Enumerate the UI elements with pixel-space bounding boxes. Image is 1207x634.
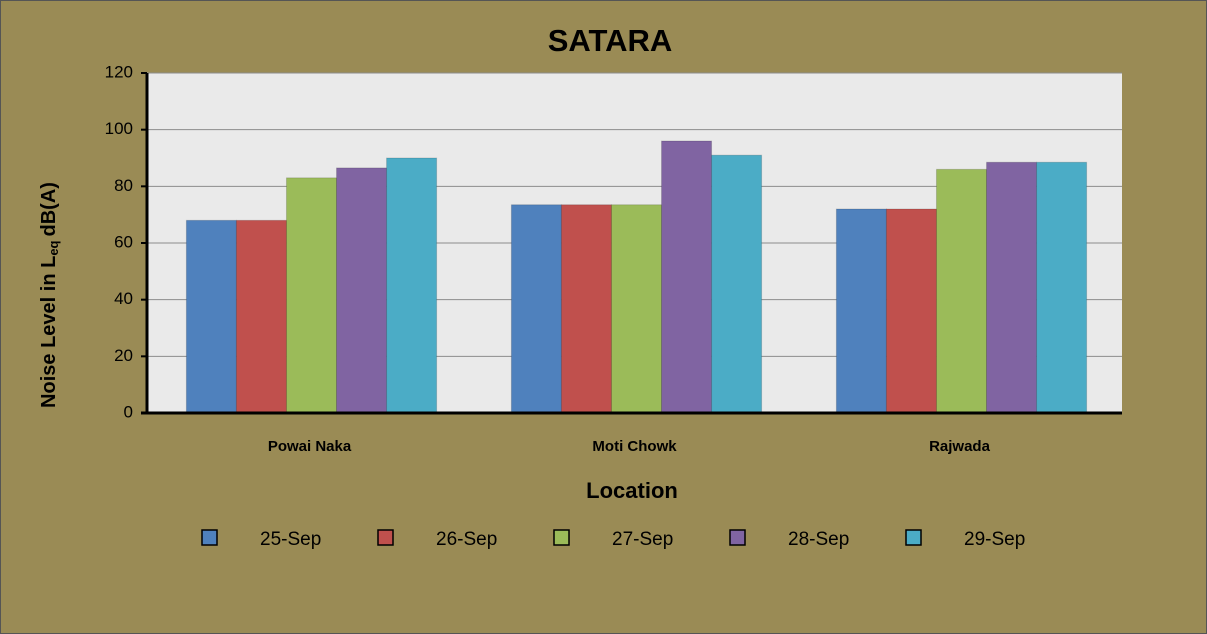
x-tick-label: Powai Naka xyxy=(268,438,352,455)
y-tick-label: 40 xyxy=(114,289,133,308)
bar xyxy=(560,204,612,414)
bar xyxy=(386,157,438,414)
y-label-text: Noise Level in L xyxy=(38,256,60,408)
y-label-unit: dB(A) xyxy=(38,182,60,236)
bar xyxy=(935,168,988,414)
bar xyxy=(510,204,562,414)
bar xyxy=(185,219,237,414)
bar xyxy=(336,167,388,414)
legend-swatch xyxy=(553,529,570,546)
chart-title: SATARA xyxy=(548,23,673,58)
legend-label: 27-Sep xyxy=(612,529,673,550)
legend-swatch xyxy=(377,529,394,546)
legend-label: 28-Sep xyxy=(788,529,849,550)
bar xyxy=(885,208,937,414)
y-axis-label: Noise Level in Leq dB(A) xyxy=(38,182,61,408)
legend-swatch xyxy=(201,529,218,546)
bar xyxy=(835,208,887,414)
bar xyxy=(711,154,763,414)
legend-swatch xyxy=(729,529,746,546)
bar xyxy=(986,161,1038,414)
bar xyxy=(1036,161,1088,414)
x-axis-label: Location xyxy=(586,478,678,503)
bar xyxy=(285,177,338,414)
x-tick-label: Rajwada xyxy=(929,438,991,455)
legend-label: 26-Sep xyxy=(436,529,497,550)
bar xyxy=(610,204,663,414)
y-tick-label: 20 xyxy=(114,346,133,365)
y-tick-label: 120 xyxy=(105,62,133,81)
y-tick-label: 80 xyxy=(114,176,133,195)
y-label-subscript: eq xyxy=(46,240,61,255)
bar xyxy=(661,140,713,414)
bar xyxy=(235,219,287,414)
legend-swatch xyxy=(905,529,922,546)
legend-label: 25-Sep xyxy=(260,529,321,550)
y-tick-label: 100 xyxy=(105,119,133,138)
x-tick-label: Moti Chowk xyxy=(592,438,677,455)
y-tick-label: 60 xyxy=(114,232,133,251)
legend-label: 29-Sep xyxy=(964,529,1025,550)
y-tick-label: 0 xyxy=(124,402,133,421)
